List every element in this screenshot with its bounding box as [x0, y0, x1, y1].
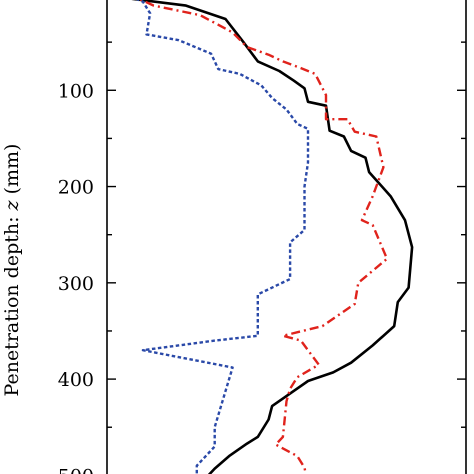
- series-line-solid: [131, 0, 414, 474]
- y-tick-label-400: 400: [58, 369, 94, 391]
- y-axis-tick-labels: 100 200 300 400 500: [58, 80, 94, 474]
- y-axis-ticks: [107, 41, 466, 428]
- y-tick-label-500: 500: [58, 465, 94, 474]
- y-axis-label: Penetration depth: z (mm): [1, 144, 23, 397]
- series-line-dash-dot: [138, 0, 389, 474]
- series-layer: [131, 0, 414, 474]
- y-tick-label-300: 300: [58, 273, 94, 295]
- y-tick-label-100: 100: [58, 80, 94, 102]
- y-tick-label-200: 200: [58, 177, 94, 199]
- plot-frame: [106, 0, 467, 474]
- series-line-dotted: [135, 0, 310, 474]
